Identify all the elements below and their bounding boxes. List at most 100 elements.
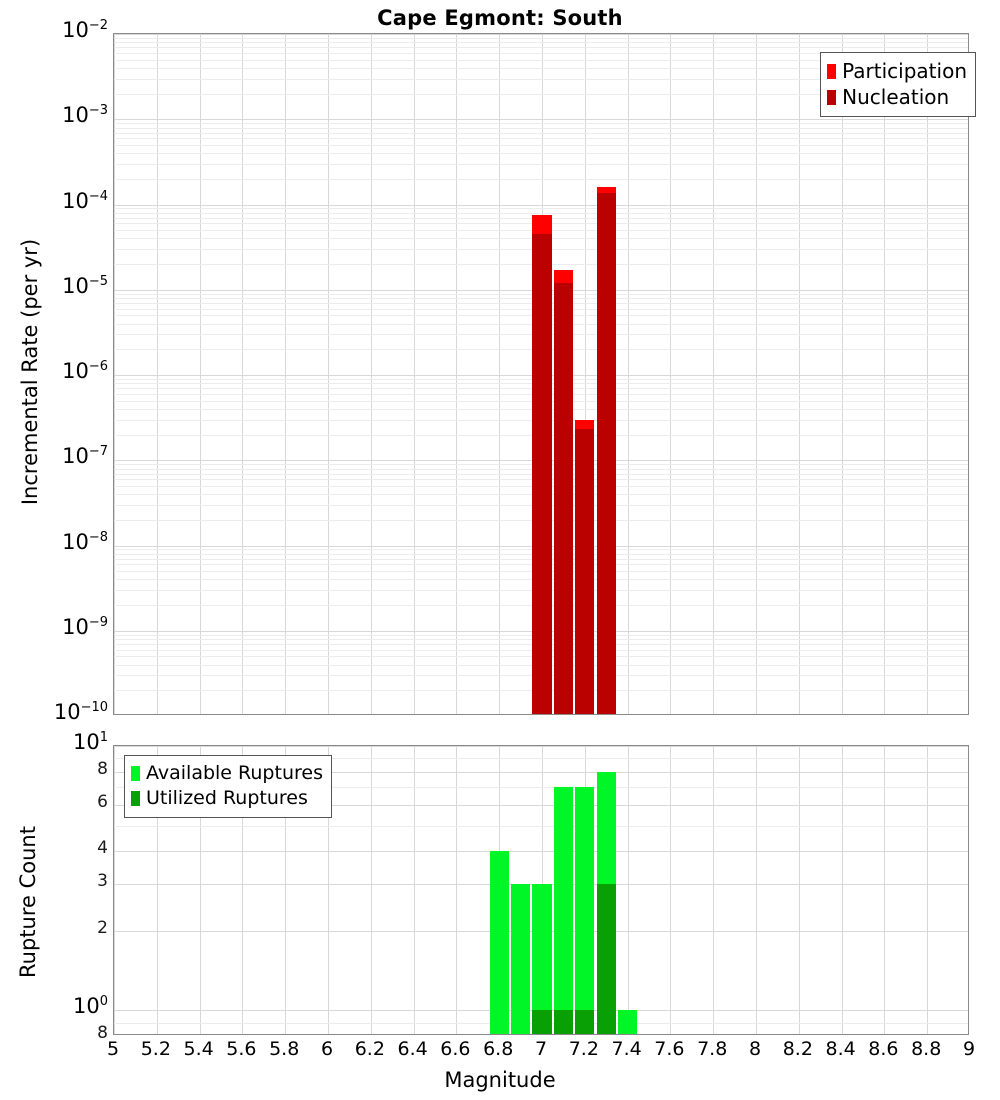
x-gridline (199, 746, 201, 1034)
x-tick-label: 8.6 (868, 1038, 899, 1060)
x-gridline (285, 746, 287, 1034)
x-tick-label: 7.6 (654, 1038, 685, 1060)
y-tick-label: 10−3 (62, 103, 108, 128)
x-tick-label: 5.8 (269, 1038, 300, 1060)
y-gridline-minor (114, 163, 968, 165)
y-gridline (114, 787, 968, 788)
bar-utilized-ruptures (532, 1010, 552, 1034)
x-gridline (413, 34, 415, 714)
y-gridline-minor (114, 78, 968, 80)
x-tick-label: 6.6 (440, 1038, 471, 1060)
bottom-panel-legend: Available Ruptures Utilized Ruptures (124, 755, 332, 818)
y-gridline-minor (114, 42, 968, 44)
y-gridline-minor (114, 37, 968, 39)
x-gridline (670, 34, 672, 714)
y-tick-label: 10−9 (62, 614, 108, 639)
y-gridline-minor (114, 132, 968, 134)
x-gridline (242, 34, 244, 714)
x-tick-label: 7.8 (697, 1038, 728, 1060)
x-gridline (285, 34, 287, 714)
y-gridline-minor (114, 208, 968, 210)
legend-label-participation: Participation (842, 59, 967, 83)
bar-nucleation (596, 193, 616, 714)
y-tick-label: 10−2 (62, 18, 108, 42)
y-gridline-minor (114, 178, 968, 180)
top-y-axis-title: Incremental Rate (per yr) (18, 238, 42, 506)
bar-nucleation (553, 283, 574, 714)
x-gridline (884, 746, 886, 1034)
x-tick-label: 6.2 (354, 1038, 385, 1060)
x-tick-label: 7 (534, 1038, 548, 1060)
x-tick-label: 8.4 (825, 1038, 856, 1060)
x-gridline (756, 746, 757, 1034)
y-tick-label: 2 (97, 917, 108, 938)
participation-swatch-icon (827, 63, 837, 79)
x-gridline (756, 34, 757, 714)
bar-nucleation (532, 234, 552, 714)
available-ruptures-swatch-icon (131, 766, 140, 781)
bar-available-ruptures (575, 787, 595, 1034)
x-tick-label: 8 (748, 1038, 762, 1060)
y-gridline-major (114, 34, 968, 35)
y-tick-label: 101 (72, 730, 108, 754)
y-tick-label: 10−4 (62, 188, 108, 213)
bar-utilized-ruptures (553, 1010, 574, 1034)
x-gridline (370, 746, 372, 1034)
bar-available-ruptures (553, 787, 574, 1034)
x-gridline (413, 746, 415, 1034)
x-tick-label: 5.4 (183, 1038, 214, 1060)
x-tick-label: 6 (320, 1038, 334, 1060)
y-gridline (114, 804, 968, 806)
x-gridline (328, 34, 329, 714)
legend-label-available-ruptures: Available Ruptures (146, 762, 323, 784)
bar-available-ruptures (617, 1010, 638, 1034)
y-gridline-minor (114, 59, 968, 61)
y-gridline-minor (114, 93, 968, 95)
x-tick-label: 5.2 (140, 1038, 171, 1060)
y-tick-label: 8 (97, 1023, 108, 1043)
y-tick-label: 10−6 (62, 359, 108, 383)
y-gridline-minor (114, 67, 968, 69)
x-gridline (627, 746, 629, 1034)
y-tick-label: 10−8 (62, 529, 108, 554)
x-gridline (841, 746, 843, 1034)
top-y-axis-ticks: 10−2 10−3 10−4 10−5 10−6 10−7 10−8 10−9 10−10 (0, 0, 108, 1100)
y-gridline (114, 771, 968, 773)
bar-utilized-ruptures (596, 884, 616, 1034)
x-gridline (627, 34, 629, 714)
x-gridline (156, 34, 158, 714)
x-tick-label: 7.4 (611, 1038, 642, 1060)
y-gridline-minor (114, 123, 968, 125)
nucleation-swatch-icon (827, 89, 837, 105)
y-tick-label: 4 (97, 838, 108, 859)
y-gridline (114, 758, 968, 760)
y-gridline (114, 825, 968, 827)
x-gridline (114, 746, 115, 1034)
x-axis-title: Magnitude (444, 1068, 556, 1092)
bar-available-ruptures (532, 884, 552, 1034)
x-gridline (328, 746, 329, 1034)
y-gridline-minor (114, 138, 968, 140)
x-gridline (798, 34, 800, 714)
x-gridline (841, 34, 843, 714)
x-gridline (927, 34, 929, 714)
y-tick-label: 10−5 (62, 273, 108, 298)
bar-utilized-ruptures (575, 1010, 595, 1034)
y-gridline-minor (114, 52, 968, 54)
y-gridline-minor (114, 47, 968, 49)
legend-item-utilized-ruptures: Utilized Ruptures (131, 786, 323, 811)
y-tick-label: 10−10 (53, 700, 108, 724)
x-gridline (713, 746, 715, 1034)
utilized-ruptures-swatch-icon (131, 791, 140, 806)
top-plot-area (114, 34, 968, 714)
bar-available-ruptures (510, 884, 531, 1034)
legend-label-nucleation: Nucleation (842, 85, 950, 109)
incremental-rate-plot-panel (113, 33, 969, 715)
x-gridline (798, 746, 800, 1034)
x-gridline (242, 746, 244, 1034)
y-tick-label: 10−7 (62, 444, 108, 469)
y-gridline (114, 746, 968, 747)
x-tick-label: 8.8 (911, 1038, 942, 1060)
x-gridline (670, 746, 672, 1034)
